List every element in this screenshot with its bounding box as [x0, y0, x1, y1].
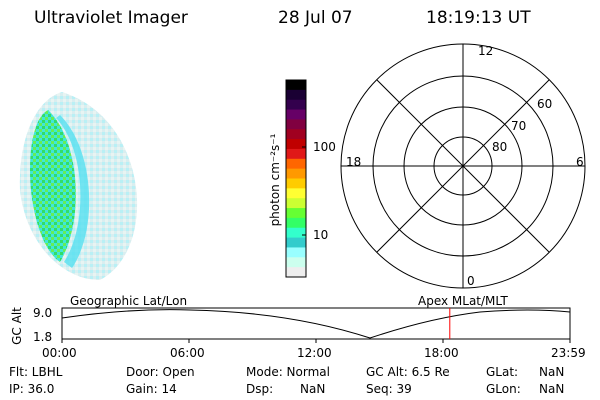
colorbar-block — [286, 158, 306, 170]
timeline-xtick-0600: 06:00 — [170, 346, 205, 360]
timeline-xtick-1800: 18:00 — [424, 346, 459, 360]
filter-readout: Flt: LBHL — [9, 365, 63, 379]
ip-readout: IP: 36.0 — [9, 382, 55, 396]
colorbar-block — [286, 109, 306, 120]
mlt-label-6: 6 — [576, 155, 584, 169]
mlt-label-18: 18 — [346, 155, 362, 169]
colorbar-block — [286, 247, 306, 258]
colorbar-block — [286, 148, 306, 160]
mode-readout: Mode: Normal — [246, 365, 330, 379]
timeline-left-label: Geographic Lat/Lon — [70, 294, 188, 308]
glon-label: GLon: — [486, 382, 521, 396]
colorbar-block — [286, 227, 306, 239]
colorbar-block — [286, 188, 306, 199]
colorbar-block — [286, 217, 306, 229]
colorbar-tick-label-100: 100 — [313, 140, 336, 154]
timeline-xtick-2359: 23:59 — [551, 346, 586, 360]
colorbar-block — [286, 119, 306, 130]
glon-value: NaN — [539, 382, 565, 396]
lat-label-60: 60 — [537, 97, 553, 111]
dsp-value: NaN — [300, 382, 326, 396]
colorbar-block — [286, 267, 306, 278]
colorbar-block — [286, 168, 306, 179]
colorbar-block — [286, 80, 306, 91]
colorbar-block — [286, 237, 306, 248]
observation-time: 18:19:13 UT — [426, 8, 531, 28]
colorbar-block — [286, 89, 306, 101]
altitude-curve — [61, 309, 571, 339]
colorbar-block — [286, 257, 306, 268]
colorbar-tick-label-10: 10 — [313, 228, 329, 242]
observation-date: 28 Jul 07 — [278, 8, 353, 28]
instrument-title: Ultraviolet Imager — [34, 8, 188, 28]
lat-label-70: 70 — [511, 119, 527, 133]
dsp-label: Dsp: — [246, 382, 274, 396]
timeline-xtick-0000: 00:00 — [42, 346, 77, 360]
timeline-ytick-low: 1.8 — [33, 330, 53, 344]
timeline-ytick-high: 9.0 — [33, 306, 53, 320]
colorbar-block — [286, 139, 306, 150]
mlt-label-12: 12 — [478, 44, 494, 58]
seq-readout: Seq: 39 — [366, 382, 412, 396]
colorbar-block — [286, 198, 306, 209]
colorbar-block — [286, 129, 306, 140]
door-readout: Door: Open — [126, 365, 195, 379]
timeline-right-label: Apex MLat/MLT — [418, 294, 508, 308]
glat-value: NaN — [539, 365, 565, 379]
timeline-xtick-1200: 12:00 — [297, 346, 332, 360]
colorbar-block — [286, 178, 306, 189]
gain-readout: Gain: 14 — [126, 382, 177, 396]
polar-diagonal-2 — [376, 79, 550, 253]
lat-label-80: 80 — [492, 140, 508, 154]
mlt-label-0: 0 — [467, 274, 475, 288]
colorbar-block — [286, 208, 306, 219]
glat-label: GLat: — [486, 365, 519, 379]
colorbar-block — [286, 99, 306, 111]
gc-alt-readout: GC Alt: 6.5 Re — [366, 365, 450, 379]
